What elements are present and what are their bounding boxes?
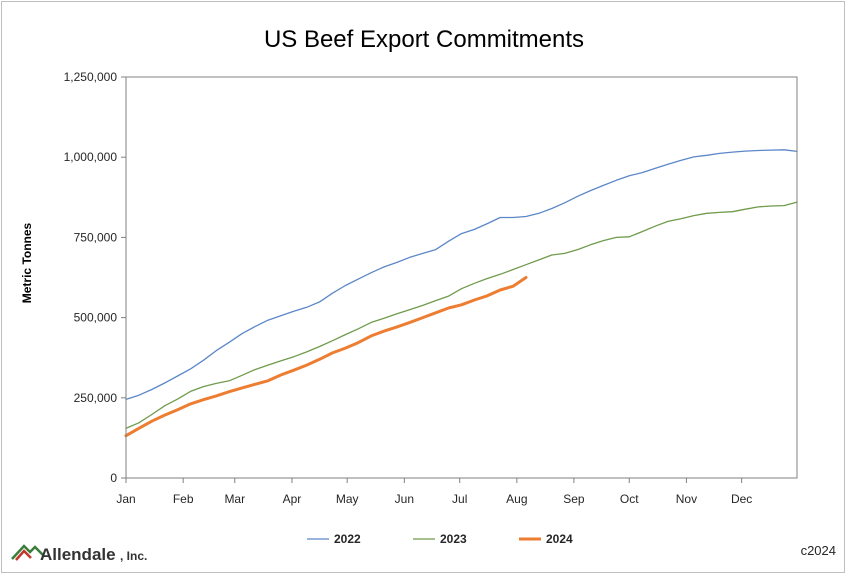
brand-name: Allendale	[40, 545, 116, 564]
series-line-2023	[125, 201, 798, 429]
x-tick-label: Apr	[283, 492, 302, 506]
chart-title: US Beef Export Commitments	[264, 26, 584, 53]
x-tick-label: Jun	[395, 492, 414, 506]
x-tick-label: Mar	[224, 492, 245, 506]
logo-mountain-icon	[11, 544, 44, 560]
logo-roof-icon	[15, 549, 32, 561]
x-tick-label: Nov	[676, 492, 697, 506]
copyright-text: c2024	[801, 543, 836, 558]
series-line-2022	[125, 149, 798, 401]
x-tick-label: Dec	[731, 492, 752, 506]
x-axis-ticks: Jan Feb Mar Apr May Jun Jul Aug Sep Oct Nov Dec	[116, 478, 752, 506]
x-tick-label: Jan	[116, 492, 135, 506]
y-axis-ticks: 0 250,000 500,000 750,000 1,000,000 1,250,000	[64, 70, 126, 485]
x-tick-label: Sep	[563, 492, 585, 506]
series-lines	[124, 149, 798, 438]
plot-area-border	[125, 76, 798, 479]
x-tick-label: Feb	[173, 492, 194, 506]
y-tick-label: 1,000,000	[64, 150, 118, 164]
x-tick-label: May	[336, 492, 359, 506]
x-tick-label: Oct	[620, 492, 639, 506]
y-tick-label: 250,000	[74, 391, 118, 405]
series-line-2024	[124, 276, 528, 438]
y-tick-label: 1,250,000	[64, 70, 118, 84]
allendale-logo: Allendale , Inc.	[11, 544, 147, 564]
legend-label-2024: 2024	[546, 532, 573, 546]
legend-label-2022: 2022	[334, 532, 361, 546]
x-tick-label: Jul	[452, 492, 467, 506]
y-tick-label: 750,000	[74, 230, 118, 244]
x-tick-label: Aug	[506, 492, 527, 506]
legend: 2022 2023 2024	[307, 532, 573, 546]
y-tick-label: 500,000	[74, 311, 118, 325]
brand-suffix: , Inc.	[120, 549, 147, 563]
legend-label-2023: 2023	[440, 532, 467, 546]
y-tick-label: 0	[110, 471, 117, 485]
y-axis-label: Metric Tonnes	[20, 222, 34, 303]
